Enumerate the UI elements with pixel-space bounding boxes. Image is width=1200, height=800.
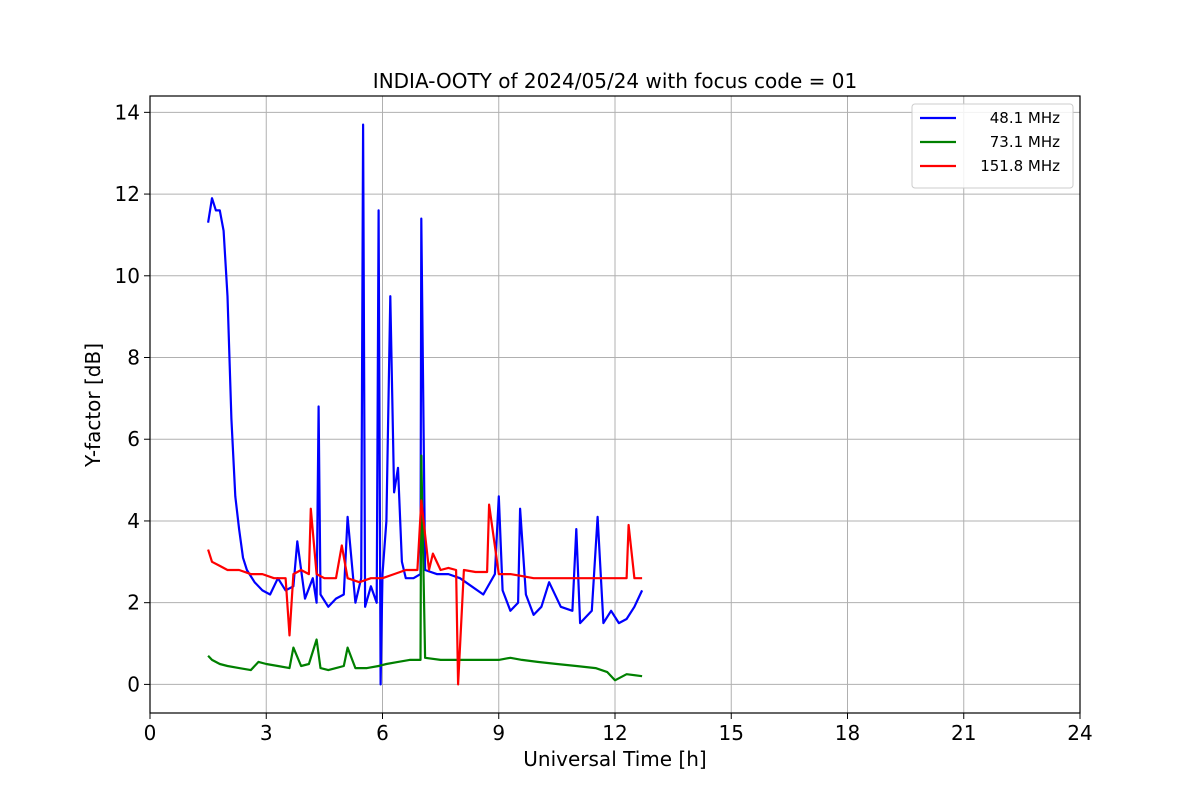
x-axis-label: Universal Time [h]	[523, 747, 706, 771]
x-tick-label: 9	[492, 721, 505, 745]
x-tick-label: 0	[144, 721, 157, 745]
x-tick-label: 12	[602, 721, 627, 745]
plot-lines	[207, 123, 644, 686]
y-tick-label: 12	[115, 182, 140, 206]
y-tick-label: 14	[115, 100, 140, 124]
y-tick-label: 6	[127, 427, 140, 451]
y-tick-label: 10	[115, 264, 140, 288]
chart-title: INDIA-OOTY of 2024/05/24 with focus code…	[373, 69, 857, 93]
series-line-0	[207, 123, 644, 686]
y-axis-label: Y-factor [dB]	[81, 343, 105, 468]
x-tick-label: 3	[260, 721, 273, 745]
y-tick-label: 4	[127, 509, 140, 533]
x-tick-label: 24	[1067, 721, 1092, 745]
x-tick-label: 6	[376, 721, 389, 745]
grid-lines	[149, 96, 1081, 713]
legend: 48.1 MHz 73.1 MHz 151.8 MHz	[911, 103, 1074, 189]
legend-label: 73.1 MHz	[990, 133, 1060, 151]
legend-label: 151.8 MHz	[980, 157, 1060, 175]
x-tick-label: 18	[835, 721, 860, 745]
y-tick-label: 0	[127, 672, 140, 696]
series-line-2	[207, 499, 643, 686]
series-line-1	[207, 454, 643, 682]
y-tick-label: 2	[127, 591, 140, 615]
legend-label: 48.1 MHz	[990, 109, 1060, 127]
x-tick-label: 21	[951, 721, 976, 745]
x-tick-label: 15	[719, 721, 744, 745]
y-tick-label: 8	[127, 346, 140, 370]
